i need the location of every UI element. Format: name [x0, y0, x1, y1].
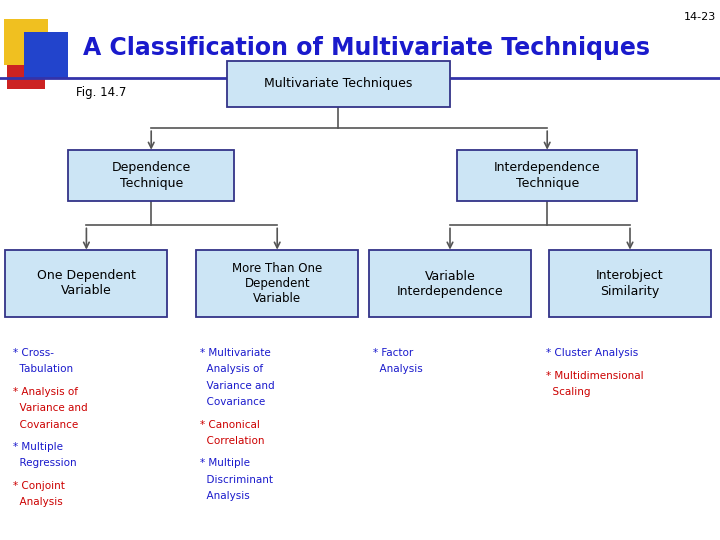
Text: Correlation: Correlation	[200, 436, 265, 446]
Text: * Multidimensional: * Multidimensional	[546, 371, 644, 381]
FancyBboxPatch shape	[457, 150, 637, 201]
FancyBboxPatch shape	[549, 249, 711, 317]
Text: * Cluster Analysis: * Cluster Analysis	[546, 348, 638, 359]
Text: Variance and: Variance and	[200, 381, 275, 391]
FancyBboxPatch shape	[369, 249, 531, 317]
Text: * Cross-: * Cross-	[13, 348, 54, 359]
FancyBboxPatch shape	[5, 249, 167, 317]
Text: * Factor: * Factor	[373, 348, 413, 359]
Text: Analysis of: Analysis of	[200, 364, 264, 375]
FancyBboxPatch shape	[68, 150, 234, 201]
Text: * Conjoint: * Conjoint	[13, 481, 65, 491]
Bar	[7, 54, 45, 89]
Text: Interdependence
Technique: Interdependence Technique	[494, 161, 600, 190]
Text: * Multivariate: * Multivariate	[200, 348, 271, 359]
Text: * Multiple: * Multiple	[200, 458, 250, 469]
Text: Analysis: Analysis	[373, 364, 423, 375]
Text: More Than One
Dependent
Variable: More Than One Dependent Variable	[232, 262, 323, 305]
Bar	[24, 32, 68, 78]
FancyBboxPatch shape	[227, 60, 450, 106]
Text: One Dependent
Variable: One Dependent Variable	[37, 269, 136, 298]
Text: Covariance: Covariance	[13, 420, 78, 430]
Text: Fig. 14.7: Fig. 14.7	[76, 86, 126, 99]
Text: Dependence
Technique: Dependence Technique	[112, 161, 191, 190]
Text: Variable
Interdependence: Variable Interdependence	[397, 269, 503, 298]
FancyBboxPatch shape	[196, 249, 359, 317]
Text: Variance and: Variance and	[13, 403, 88, 414]
Bar	[4, 19, 48, 65]
Text: Tabulation: Tabulation	[13, 364, 73, 375]
Text: Discriminant: Discriminant	[200, 475, 273, 485]
Text: Analysis: Analysis	[13, 497, 63, 508]
Text: Regression: Regression	[13, 458, 76, 469]
Text: 14-23: 14-23	[684, 12, 716, 22]
Text: Analysis: Analysis	[200, 491, 250, 501]
Text: Scaling: Scaling	[546, 387, 590, 397]
Text: A Classification of Multivariate Techniques: A Classification of Multivariate Techniq…	[83, 36, 649, 59]
Text: Covariance: Covariance	[200, 397, 266, 407]
Text: Interobject
Similarity: Interobject Similarity	[596, 269, 664, 298]
Text: * Canonical: * Canonical	[200, 420, 260, 430]
Text: Multivariate Techniques: Multivariate Techniques	[264, 77, 413, 90]
Text: * Multiple: * Multiple	[13, 442, 63, 453]
Text: * Analysis of: * Analysis of	[13, 387, 78, 397]
